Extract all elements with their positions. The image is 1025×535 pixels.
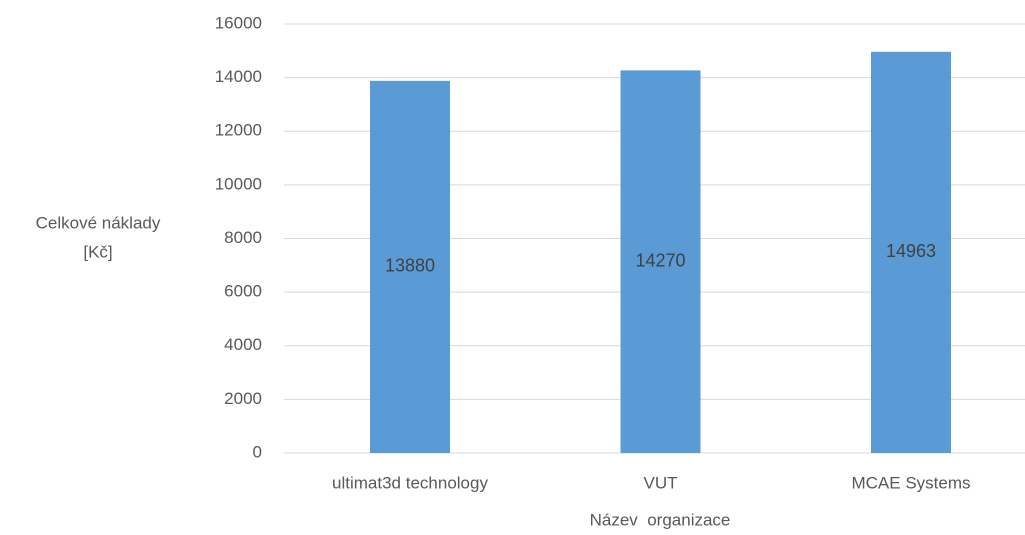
bar <box>871 51 951 453</box>
bar <box>620 70 701 454</box>
y-axis-label: [Kč] <box>83 242 112 261</box>
y-tick-label: 8000 <box>224 228 262 247</box>
data-label: 14963 <box>886 241 936 261</box>
x-tick-label: MCAE Systems <box>851 473 970 492</box>
x-tick-label: VUT <box>644 473 678 492</box>
y-tick-label: 12000 <box>215 121 262 140</box>
x-axis-label: Název organizace <box>590 510 731 529</box>
data-label: 14270 <box>635 250 685 270</box>
y-tick-label: 0 <box>253 442 262 461</box>
y-tick-label: 14000 <box>215 67 262 86</box>
y-tick-label: 4000 <box>224 335 262 354</box>
y-tick-label: 10000 <box>215 174 262 193</box>
x-tick-label: ultimat3d technology <box>332 473 488 492</box>
y-axis-label: Celkové náklady <box>36 213 161 232</box>
y-tick-label: 2000 <box>224 389 262 408</box>
y-tick-label: 6000 <box>224 282 262 301</box>
bar <box>370 80 450 453</box>
data-label: 13880 <box>385 256 435 276</box>
y-tick-label: 16000 <box>215 13 262 32</box>
